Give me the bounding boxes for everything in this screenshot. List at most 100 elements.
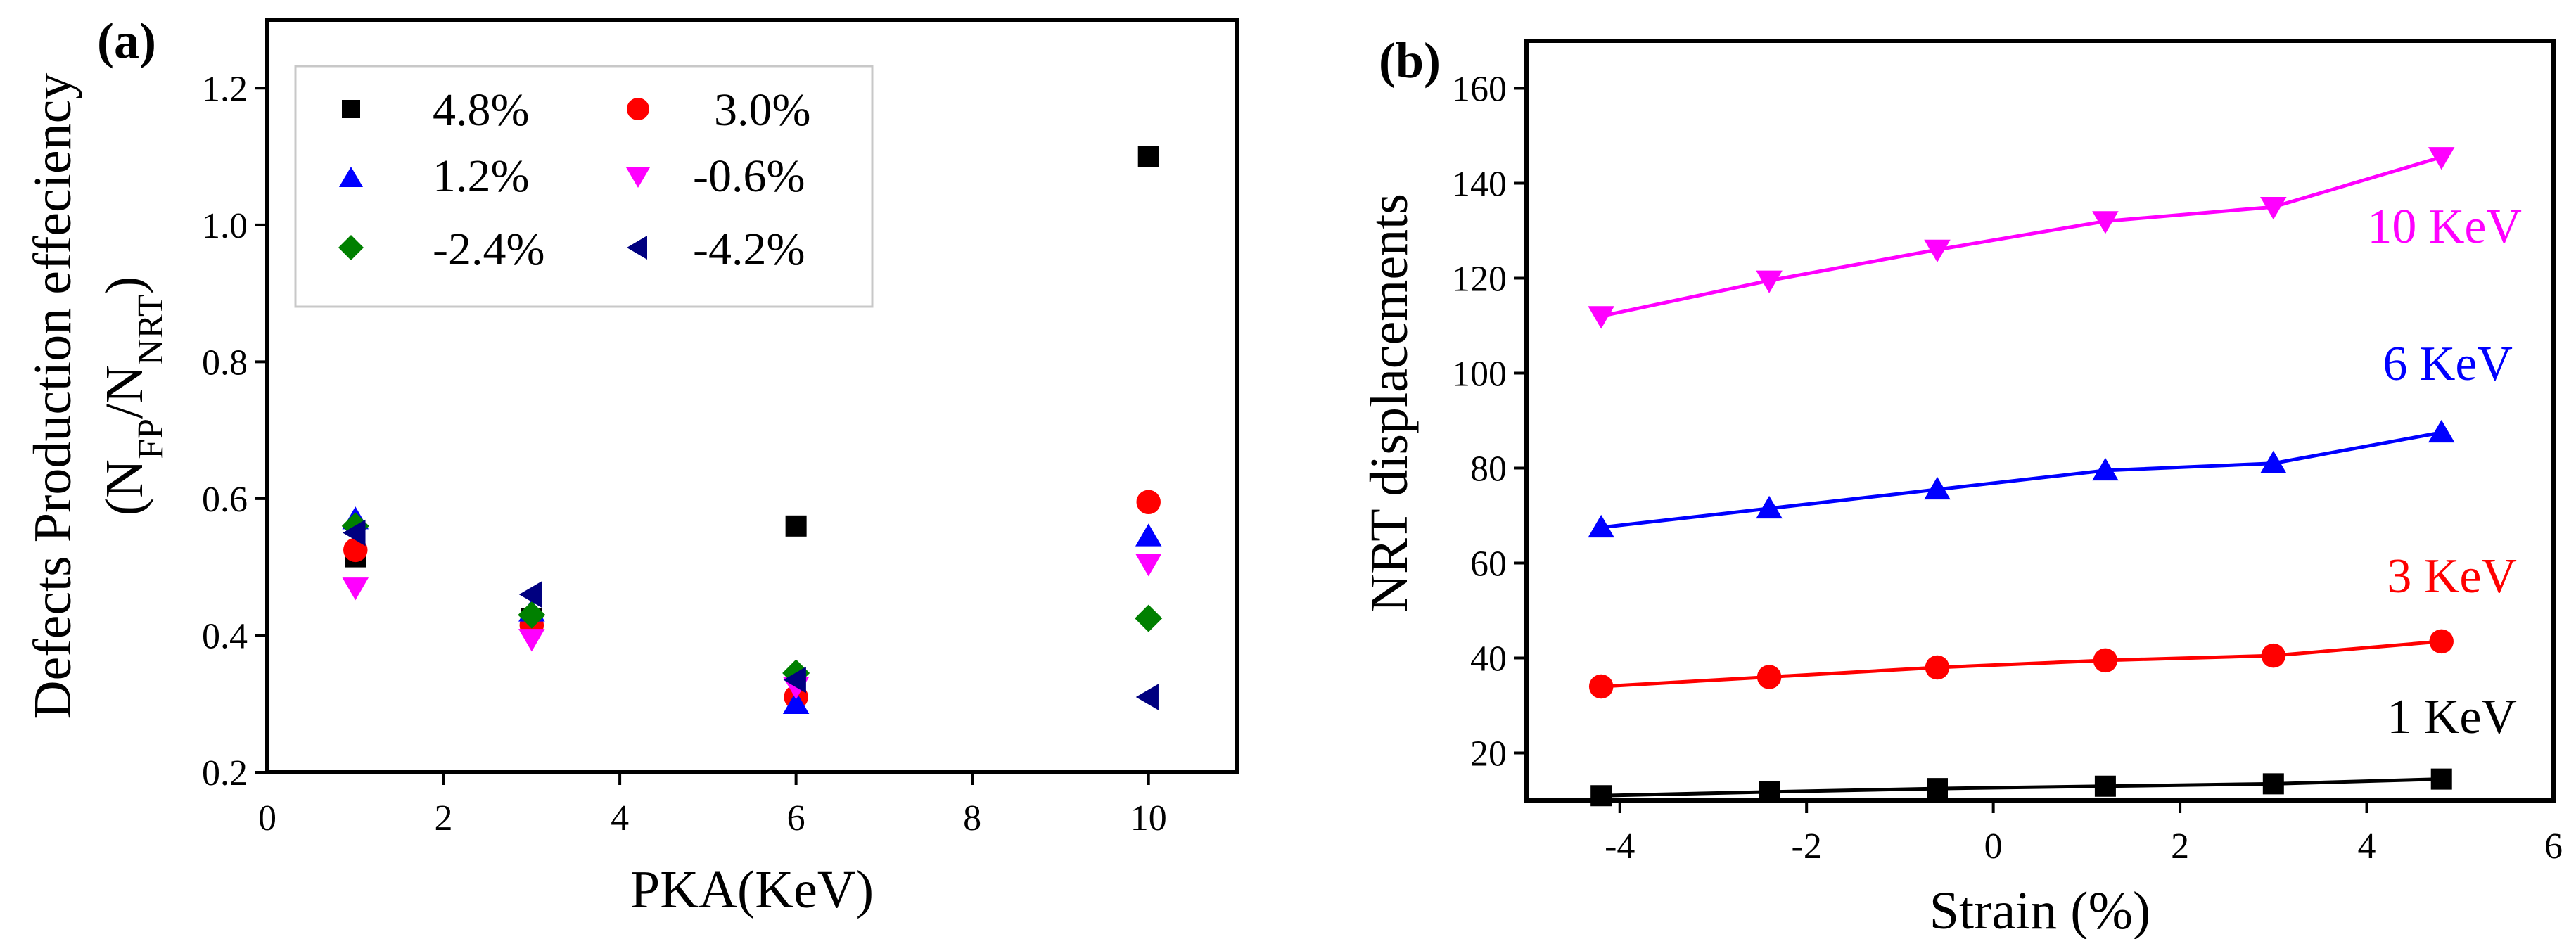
legend-label-4.8: 4.8% xyxy=(433,84,529,136)
legend-label-minus-0.6: -0.6% xyxy=(693,151,805,202)
data-point-circle xyxy=(2093,648,2118,673)
data-point-diamond xyxy=(1135,604,1163,632)
data-point-triangle-up xyxy=(2260,450,2287,473)
panel-b-plot-frame xyxy=(1524,39,2556,803)
panel-a-y-tick-label: 0.6 xyxy=(202,480,248,520)
series-label-3kev: 3 KeV xyxy=(2387,549,2517,603)
series-line xyxy=(1600,430,2442,530)
panel-a-x-tick-label: 4 xyxy=(611,798,629,838)
data-point-triangle-down xyxy=(342,577,369,601)
panel-a-y-label-line2: (NFP/NNRT) xyxy=(95,276,171,516)
series-label-10kev: 10 KeV xyxy=(2367,200,2522,254)
data-point-triangle-down xyxy=(518,629,545,652)
series-label-1kev: 1 KeV xyxy=(2387,690,2517,744)
data-point-circle xyxy=(1136,490,1161,515)
panel-b-y-tick-label: 140 xyxy=(1452,165,1507,205)
panel-a-label: (a) xyxy=(97,13,156,69)
data-point-circle xyxy=(1925,655,1950,680)
panel-b-y-ticks: 20 40 60 80 100 120 140 160 xyxy=(1452,70,1526,774)
panel-a-x-tick-label: 8 xyxy=(963,798,981,838)
panel-b-x-axis-label: Strain (%) xyxy=(1930,881,2150,939)
data-point-triangle-left xyxy=(783,666,806,694)
panel-a-data-points xyxy=(341,146,1163,714)
data-point-square xyxy=(1590,785,1612,807)
panel-a-y-tick-label: 0.8 xyxy=(202,343,248,383)
legend-marker-square xyxy=(342,100,360,118)
data-point-triangle-up xyxy=(2428,419,2455,443)
legend-label-1.2: 1.2% xyxy=(433,151,529,202)
legend-marker-circle xyxy=(627,98,649,120)
data-point-triangle-left xyxy=(343,519,366,547)
panel-b-x-ticks: -4 -2 0 2 4 6 xyxy=(1605,800,2563,867)
data-point-triangle-up xyxy=(1924,476,1951,500)
legend-marker-triangle-down xyxy=(626,167,650,188)
series-line xyxy=(1601,639,2442,689)
series-label-6kev: 6 KeV xyxy=(2383,337,2513,391)
legend-entry-3.0: 3.0% xyxy=(627,84,810,136)
data-point-triangle-left xyxy=(1135,684,1159,710)
panel-a-plot-frame xyxy=(265,18,1239,774)
data-point-triangle-left xyxy=(518,581,542,608)
panel-b-y-tick-label: 40 xyxy=(1470,639,1507,679)
panel-a-y-tick-label: 0.2 xyxy=(202,753,248,793)
panel-a-scatter-chart: (a) 0 2 4 6 8 10 0.2 0.4 0.6 0.8 1.0 1.2 4.8% 3.0%… xyxy=(23,13,1239,919)
panel-a-y-tick-label: 0.4 xyxy=(202,616,248,656)
data-point-square xyxy=(785,515,807,537)
data-point-square xyxy=(2262,773,2284,795)
data-point-triangle-down xyxy=(1135,554,1162,577)
legend-entry-minus-4.2: -4.2% xyxy=(627,224,805,275)
data-point-triangle-up xyxy=(1588,514,1614,538)
legend-label-minus-4.2: -4.2% xyxy=(693,224,805,275)
series-line xyxy=(1601,777,2442,798)
panel-b-y-tick-label: 60 xyxy=(1470,544,1507,585)
panel-b-series xyxy=(1588,147,2455,807)
panel-b-y-tick-label: 20 xyxy=(1470,734,1507,774)
panel-a-y-axis-label: Defects Production effeciency (NFP/NNRT) xyxy=(23,73,171,720)
panel-b-y-tick-label: 100 xyxy=(1452,354,1507,395)
data-point-triangle-up xyxy=(1756,495,1783,519)
data-point-square xyxy=(2430,768,2452,790)
panel-b-y-tick-label: 160 xyxy=(1452,70,1507,110)
data-point-triangle-down xyxy=(2428,147,2455,170)
panel-a-y-tick-label: 1.2 xyxy=(202,69,248,109)
legend-entry-minus-2.4: -2.4% xyxy=(338,224,544,275)
panel-a-y-label-line1: Defects Production effeciency xyxy=(23,73,82,720)
data-point-circle xyxy=(2261,643,2286,668)
data-point-triangle-up xyxy=(2092,457,2119,481)
data-point-triangle-down xyxy=(1588,306,1614,329)
data-point-circle xyxy=(343,537,368,563)
panel-a-x-tick-label: 2 xyxy=(435,798,453,838)
data-point-triangle-down xyxy=(1756,270,1783,293)
legend-entry-minus-0.6: -0.6% xyxy=(626,151,805,202)
data-point-triangle-down xyxy=(1924,239,1951,262)
panel-b-x-tick-label: 6 xyxy=(2544,826,2563,867)
panel-b-x-tick-label: -4 xyxy=(1605,826,1635,867)
panel-b-x-tick-label: 0 xyxy=(1984,826,2003,867)
panel-b-label: (b) xyxy=(1379,32,1441,89)
legend-marker-triangle-left xyxy=(627,236,647,260)
legend-label-3.0: 3.0% xyxy=(714,84,810,136)
panel-a-x-tick-label: 6 xyxy=(787,798,805,838)
panel-b-line-chart: (b) -4 -2 0 2 4 6 20 40 60 80 100 120 140 160 10 KeV… xyxy=(1360,32,2563,939)
legend-entry-1.2: 1.2% xyxy=(339,151,529,202)
data-point-circle xyxy=(2429,629,2454,654)
panel-b-x-tick-label: 4 xyxy=(2358,826,2376,867)
data-point-triangle-up xyxy=(1135,523,1162,547)
panel-a-y-ticks: 0.2 0.4 0.6 0.8 1.0 1.2 xyxy=(202,69,267,793)
data-point-triangle-down xyxy=(2092,211,2119,234)
panel-a-legend: 4.8% 3.0% 1.2% -0.6% -2.4% -4.2% xyxy=(294,65,874,308)
panel-b-x-tick-label: 2 xyxy=(2171,826,2189,867)
panel-a-x-tick-label: 10 xyxy=(1130,798,1167,838)
legend-marker-triangle-up xyxy=(339,167,363,187)
series-line xyxy=(1600,155,2442,318)
panel-a-x-ticks: 0 2 4 6 8 10 xyxy=(258,772,1167,838)
legend-marker-diamond xyxy=(338,235,364,260)
data-point-square xyxy=(1137,146,1159,167)
panel-a-x-tick-label: 0 xyxy=(258,798,276,838)
panel-a-x-axis-label: PKA(KeV) xyxy=(630,860,874,919)
data-point-circle xyxy=(1756,665,1782,689)
data-point-square xyxy=(2094,775,2116,797)
legend-entry-4.8: 4.8% xyxy=(342,84,529,136)
data-point-circle xyxy=(1588,674,1614,699)
